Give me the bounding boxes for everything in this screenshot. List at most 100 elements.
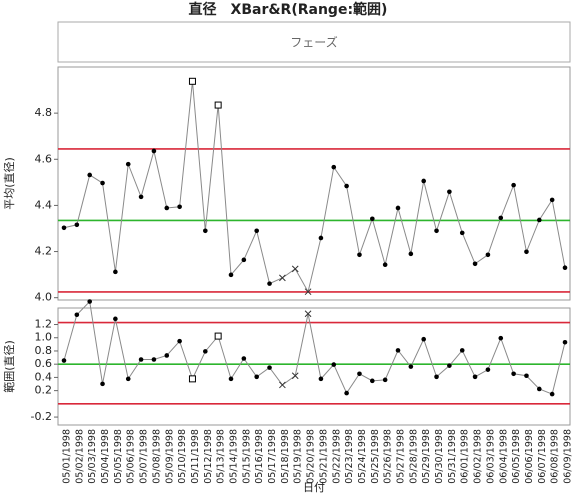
marker-dot	[511, 182, 516, 188]
y-tick-label: -0.2	[31, 410, 52, 423]
y-tick-label: 4.8	[35, 106, 53, 119]
y-axis-label: 平均(直径)	[2, 157, 16, 210]
marker-dot	[562, 339, 568, 345]
marker-dot	[203, 228, 208, 234]
marker-dot	[344, 183, 349, 189]
x-tick-label: 05/26/1998	[383, 429, 394, 484]
x-tick-label: 05/19/1998	[293, 429, 304, 484]
x-tick-label: 05/06/1998	[126, 429, 137, 484]
marker-dot	[537, 217, 542, 223]
marker-dot	[241, 356, 247, 361]
marker-dot	[113, 269, 118, 275]
x-tick-label: 05/28/1998	[408, 429, 419, 484]
marker-dot	[524, 373, 529, 379]
marker-dot	[87, 172, 92, 178]
marker-dot	[408, 251, 414, 257]
x-tick-label: 05/31/1998	[447, 429, 458, 484]
marker-dot	[177, 338, 182, 344]
y-tick-label: 1.2	[35, 318, 53, 331]
marker-dot	[434, 228, 439, 234]
y-tick-label: 1.0	[35, 331, 53, 344]
x-tick-label: 06/06/1998	[524, 429, 535, 484]
marker-dot	[87, 299, 92, 304]
y-tick-label: 0.6	[35, 357, 53, 370]
marker-x	[279, 274, 286, 282]
x-tick-label: 06/09/1998	[563, 429, 574, 484]
marker-square	[188, 375, 196, 383]
marker-dot	[357, 252, 362, 258]
y-tick-label: 4.6	[35, 152, 53, 165]
phase-box	[57, 21, 571, 63]
x-tick-label: 05/13/1998	[216, 429, 227, 484]
marker-dot	[382, 377, 388, 383]
x-tick-label: 05/10/1998	[177, 429, 188, 484]
marker-dot	[164, 205, 170, 211]
marker-dot	[318, 376, 324, 382]
x-tick-label: 05/16/1998	[254, 429, 265, 484]
marker-dot	[549, 391, 555, 397]
marker-dot	[138, 357, 144, 362]
x-tick-label: 05/25/1998	[370, 429, 381, 484]
marker-dot	[421, 336, 426, 342]
x-tick-label: 05/08/1998	[151, 429, 162, 484]
marker-dot	[61, 358, 67, 363]
marker-dot	[357, 371, 362, 377]
x-tick-label: 06/01/1998	[460, 429, 471, 484]
marker-dot	[241, 257, 247, 263]
y-axis-label: 範囲(直径)	[2, 340, 16, 393]
marker-dot	[511, 371, 516, 377]
x-tick-label: 06/02/1998	[473, 429, 484, 484]
marker-dot	[125, 376, 131, 382]
marker-x	[291, 265, 299, 273]
marker-square	[188, 77, 196, 85]
x-tick-label: 05/04/1998	[100, 429, 111, 484]
plot-frame	[57, 307, 571, 426]
marker-dot	[382, 262, 388, 268]
marker-dot	[447, 189, 452, 195]
marker-dot	[549, 197, 555, 203]
x-tick-label: 05/09/1998	[164, 429, 175, 484]
marker-dot	[421, 178, 426, 184]
marker-dot	[228, 376, 234, 382]
x-tick-label: 05/18/1998	[280, 429, 291, 484]
x-tick-label: 05/27/1998	[396, 429, 407, 484]
marker-dot	[344, 390, 349, 396]
marker-dot	[74, 222, 80, 228]
y-tick-label: 0.4	[35, 370, 53, 383]
marker-dot	[100, 180, 105, 186]
x-tick-label: 05/12/1998	[203, 429, 214, 484]
marker-dot	[254, 228, 259, 234]
marker-dot	[151, 357, 157, 362]
marker-dot	[370, 378, 375, 384]
marker-dot	[331, 164, 337, 170]
marker-dot	[395, 205, 401, 211]
marker-dot	[61, 225, 67, 231]
x-tick-label: 05/20/1998	[306, 429, 317, 484]
marker-dot	[408, 364, 414, 369]
marker-dot	[498, 215, 504, 221]
x-tick-label: 06/05/1998	[511, 429, 522, 484]
x-axis-label: 日付	[303, 481, 325, 494]
marker-dot	[318, 235, 324, 241]
x-tick-label: 06/04/1998	[498, 429, 509, 484]
x-tick-label: 06/03/1998	[485, 429, 496, 484]
marker-dot	[74, 312, 80, 318]
x-tick-label: 05/23/1998	[344, 429, 355, 484]
marker-dot	[267, 365, 272, 370]
x-tick-label: 05/30/1998	[434, 429, 445, 484]
plot-frame	[57, 66, 571, 301]
marker-dot	[562, 265, 568, 271]
marker-dot	[151, 148, 157, 154]
x-tick-label: 05/05/1998	[113, 429, 124, 484]
marker-dot	[100, 381, 105, 387]
phase-label: フェーズ	[290, 35, 337, 50]
marker-x	[279, 381, 286, 389]
marker-dot	[537, 386, 542, 392]
marker-dot	[434, 374, 439, 380]
x-tick-label: 05/29/1998	[421, 429, 432, 484]
marker-dot	[370, 216, 375, 222]
marker-dot	[524, 249, 529, 255]
marker-dot	[203, 349, 208, 354]
marker-dot	[138, 194, 144, 200]
